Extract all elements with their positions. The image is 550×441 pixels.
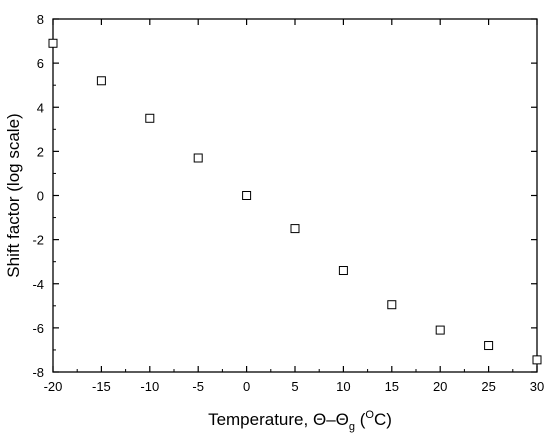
x-axis-title-subscript: g <box>349 421 355 433</box>
y-tick-label: 2 <box>37 144 44 159</box>
y-tick-label: -4 <box>32 277 44 292</box>
x-tick-label: 30 <box>530 379 544 394</box>
data-point <box>387 300 397 310</box>
y-tick-label: -8 <box>32 365 44 380</box>
x-axis-title-prefix: Temperature, <box>208 410 313 429</box>
x-tick-label: 0 <box>243 379 250 394</box>
y-tick-label: 0 <box>37 189 44 204</box>
x-axis-title-open: ( <box>355 410 366 429</box>
x-tick-label: 20 <box>433 379 447 394</box>
data-point <box>145 113 155 123</box>
y-tick-label: 4 <box>37 100 44 115</box>
x-tick-labels: -20 -15 -10 -5 0 5 10 15 20 25 30 <box>44 379 545 394</box>
y-tick-label: -2 <box>32 233 44 248</box>
data-point <box>338 266 348 276</box>
data-point <box>290 224 300 234</box>
x-axis-title-theta-g: Θ <box>336 410 349 429</box>
y-tick-label: -6 <box>32 321 44 336</box>
x-axis-title-degree: O <box>365 409 374 421</box>
data-point <box>242 191 252 200</box>
x-tick-label: -20 <box>44 379 63 394</box>
x-tick-label: 15 <box>385 379 399 394</box>
data-point <box>96 76 106 86</box>
y-tick-label: 6 <box>37 56 44 71</box>
x-axis-title-theta: Θ <box>313 410 326 429</box>
data-points <box>48 38 542 365</box>
x-tick-label: -15 <box>92 379 111 394</box>
x-tick-label: 10 <box>336 379 350 394</box>
y-tick-label: 8 <box>37 12 44 27</box>
data-point <box>435 325 445 335</box>
data-point <box>484 341 494 351</box>
x-axis-title-unit: C) <box>374 410 392 429</box>
y-axis-title: Shift factor (log scale) <box>4 113 23 277</box>
data-point <box>193 153 203 163</box>
x-tick-label: -10 <box>140 379 159 394</box>
axis-ticks <box>52 18 538 373</box>
plot-frame <box>52 18 538 373</box>
data-point <box>532 355 542 365</box>
x-axis-title: Temperature, Θ–Θg (OC) <box>208 409 392 433</box>
x-axis-title-dash: – <box>326 410 336 429</box>
x-tick-label: 25 <box>481 379 495 394</box>
x-tick-label: 5 <box>291 379 298 394</box>
y-tick-labels: -8 -6 -4 -2 0 2 4 6 8 <box>32 12 44 380</box>
data-point <box>48 38 58 48</box>
x-tick-label: -5 <box>192 379 204 394</box>
